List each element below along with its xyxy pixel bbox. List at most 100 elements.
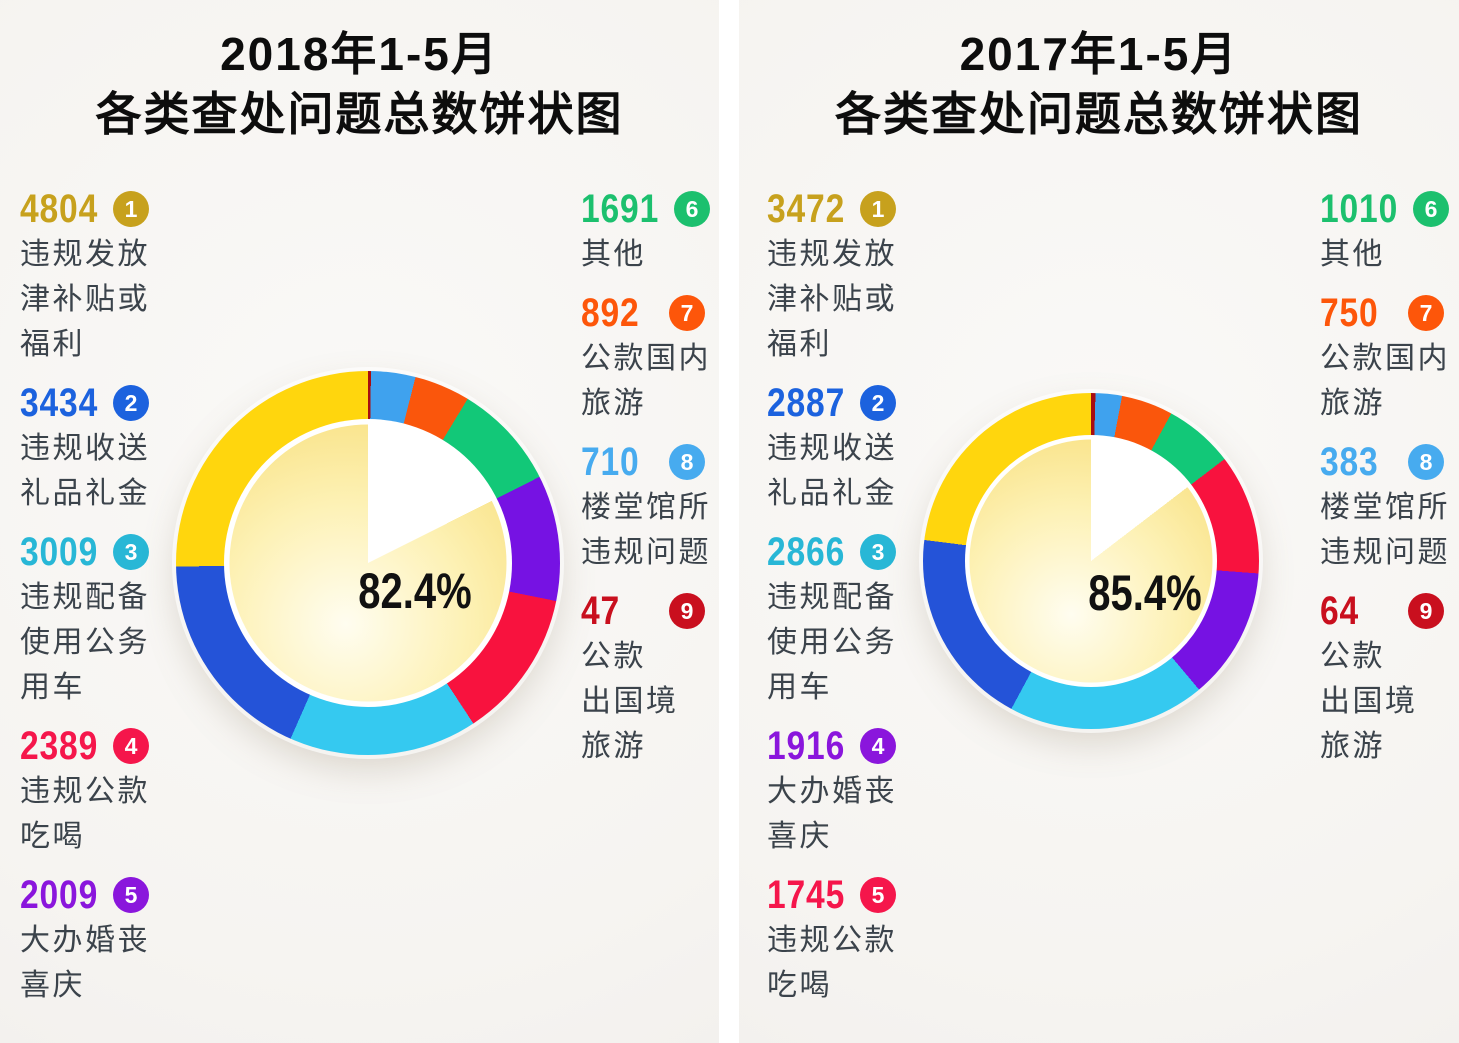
- legend-label: 礼品礼金: [20, 477, 150, 510]
- panel-title-2018: 2018年1-5月 各类查处问题总数饼状图: [0, 24, 719, 144]
- legend-value-row: 383 8: [1320, 439, 1444, 485]
- legend-value: 710: [581, 439, 640, 484]
- donut-chart-2017: 85.4%: [923, 393, 1259, 729]
- legend-item: 64 9 公款 出国境 旅游: [1320, 588, 1455, 769]
- legend-rank-badge: 4: [112, 728, 149, 764]
- legend-value: 2866: [767, 529, 846, 574]
- legend-rank-badge: 9: [1408, 593, 1444, 629]
- legend-label: 其他: [1320, 238, 1385, 271]
- legend-rank-badge: 4: [859, 728, 896, 764]
- legend-value: 1691: [581, 186, 660, 231]
- legend-value-row: 3009 3: [20, 529, 149, 575]
- legend-label: 使用公务: [20, 626, 150, 659]
- legend-label: 津补贴或: [767, 283, 897, 316]
- panel-title-line1: 2017年1-5月: [959, 28, 1239, 80]
- legend-label: 喜庆: [767, 820, 832, 853]
- legend-label: 楼堂馆所: [1320, 491, 1450, 524]
- legend-label: 旅游: [1320, 730, 1385, 763]
- legend-rank-badge: 6: [1412, 191, 1449, 227]
- legend-value-row: 64 9: [1320, 588, 1444, 634]
- legend-item: 2009 5 大办婚丧喜庆: [20, 872, 190, 1008]
- legend-item: 47 9 公款 出国境 旅游: [581, 588, 716, 769]
- legend-item: 892 7 公款国内 旅游: [581, 290, 716, 426]
- legend-label: 大办婚丧: [20, 924, 150, 957]
- legend-label: 福利: [20, 328, 85, 361]
- center-percent-label: 85.4%: [1088, 565, 1202, 621]
- legend-item: 1745 5 违规公款 吃喝: [767, 872, 937, 1008]
- legend-label: 用车: [20, 671, 85, 704]
- legend-column-right-2018: 1691 6 其他 892 7 公款国内 旅游 710 8 楼堂馆所 违规问题 47 9 公款 出国境 旅游: [581, 186, 716, 782]
- legend-label: 旅游: [1320, 387, 1385, 420]
- legend-value-row: 2887 2: [767, 380, 896, 426]
- panel-title-line2: 各类查处问题总数饼状图: [835, 88, 1363, 140]
- legend-item: 1691 6 其他: [581, 186, 716, 277]
- legend-label: 用车: [767, 671, 832, 704]
- legend-label: 违规收送: [20, 432, 150, 465]
- legend-value: 1916: [767, 723, 846, 768]
- legend-item: 1010 6 其他: [1320, 186, 1455, 277]
- legend-rank-badge: 5: [112, 877, 149, 913]
- legend-item: 383 8 楼堂馆所 违规问题: [1320, 439, 1455, 575]
- legend-value: 2887: [767, 380, 846, 425]
- legend-item: 1916 4 大办婚丧喜庆: [767, 723, 937, 859]
- legend-item: 710 8 楼堂馆所 违规问题: [581, 439, 716, 575]
- legend-value-row: 4804 1: [20, 186, 149, 232]
- legend-item: 2866 3 违规配备 使用公务 用车: [767, 529, 937, 710]
- legend-item: 3434 2 违规收送 礼品礼金: [20, 380, 190, 516]
- legend-value: 3472: [767, 186, 846, 231]
- legend-label: 违规发放: [20, 238, 150, 271]
- legend-value-row: 2009 5: [20, 872, 149, 918]
- legend-value: 3009: [20, 529, 99, 574]
- legend-item: 3472 1 违规发放津补贴或福利: [767, 186, 937, 367]
- legend-label: 违规公款: [20, 775, 150, 808]
- legend-value: 2389: [20, 723, 99, 768]
- legend-value: 1010: [1320, 186, 1399, 231]
- legend-value: 2009: [20, 872, 99, 917]
- legend-rank-badge: 5: [859, 877, 896, 913]
- legend-value-row: 1691 6: [581, 186, 710, 232]
- legend-label: 违规配备: [767, 581, 897, 614]
- legend-item: 2887 2 违规收送 礼品礼金: [767, 380, 937, 516]
- legend-label: 津补贴或: [20, 283, 150, 316]
- legend-rank-badge: 7: [669, 295, 705, 331]
- legend-value: 47: [581, 588, 621, 633]
- legend-value-row: 1010 6: [1320, 186, 1449, 232]
- legend-label: 违规发放: [767, 238, 897, 271]
- panel-title-line1: 2018年1-5月: [220, 28, 499, 80]
- legend-value-row: 750 7: [1320, 290, 1444, 336]
- legend-value-row: 47 9: [581, 588, 705, 634]
- legend-label: 出国境: [581, 685, 679, 718]
- panel-title-2017: 2017年1-5月 各类查处问题总数饼状图: [739, 24, 1459, 144]
- legend-label: 公款: [1320, 640, 1385, 673]
- legend-column-right-2017: 1010 6 其他 750 7 公款国内 旅游 383 8 楼堂馆所 违规问题 64 9 公款 出国境 旅游: [1320, 186, 1455, 782]
- legend-value-row: 3472 1: [767, 186, 896, 232]
- legend-label: 楼堂馆所: [581, 491, 711, 524]
- legend-label: 福利: [767, 328, 832, 361]
- legend-value: 750: [1320, 290, 1379, 335]
- legend-label: 使用公务: [767, 626, 897, 659]
- panel-2018: 2018年1-5月 各类查处问题总数饼状图 4804 1 违规发放 津补贴或 福利 343…: [0, 0, 719, 1043]
- inner-pie: [229, 424, 507, 702]
- legend-item: 4804 1 违规发放津补贴或福利: [20, 186, 190, 367]
- legend-label: 吃喝: [20, 820, 85, 853]
- panel-2017: 2017年1-5月 各类查处问题总数饼状图 3472 1 违规发放津补贴或福利 288…: [739, 0, 1459, 1043]
- legend-rank-badge: 8: [669, 444, 705, 480]
- center-percent-label: 82.4%: [358, 563, 472, 619]
- legend-label: 公款国内: [1320, 342, 1450, 375]
- panel-separator: [719, 0, 739, 1043]
- legend-label: 违规公款: [767, 924, 897, 957]
- donut-chart-2018: 82.4%: [176, 371, 560, 755]
- panel-title-line2: 各类查处问题总数饼状图: [95, 88, 624, 140]
- legend-value: 383: [1320, 439, 1379, 484]
- legend-rank-badge: 6: [673, 191, 710, 227]
- legend-value: 892: [581, 290, 640, 335]
- legend-item: 2389 4 违规公款吃喝: [20, 723, 190, 859]
- legend-value-row: 1745 5: [767, 872, 896, 918]
- legend-rank-badge: 9: [669, 593, 705, 629]
- legend-label: 大办婚丧: [767, 775, 897, 808]
- legend-rank-badge: 7: [1408, 295, 1444, 331]
- legend-label: 喜庆: [20, 969, 85, 1002]
- legend-item: 750 7 公款国内旅游: [1320, 290, 1455, 426]
- legend-value: 64: [1320, 588, 1360, 633]
